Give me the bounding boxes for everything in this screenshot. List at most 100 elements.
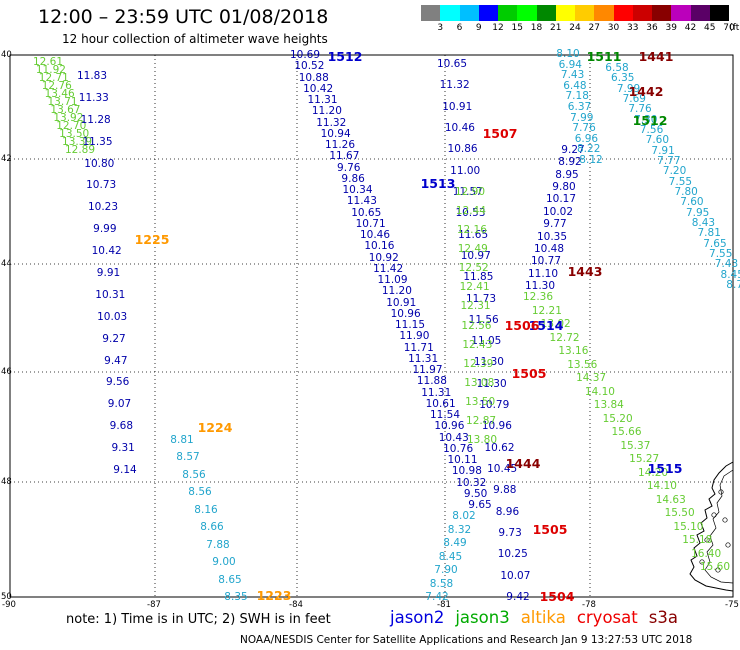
wave-height-value: 11.30 [524, 279, 556, 292]
wave-height-value: 13.08 [464, 376, 495, 389]
wave-height-value: 8.57 [176, 451, 200, 464]
wave-height-value: 11.32 [316, 116, 347, 129]
wave-height-value: 10.88 [298, 71, 329, 84]
wave-height-value: 6.94 [558, 58, 582, 71]
wave-height-value: 13.84 [593, 398, 624, 411]
latitude-label: 48 [1, 477, 12, 487]
wave-height-value: 7.88 [206, 538, 230, 551]
wave-height-value: 10.91 [386, 296, 417, 309]
wave-height-value: 10.65 [351, 206, 382, 219]
legend-swatch [613, 5, 633, 21]
wave-height-value: 10.35 [536, 230, 568, 243]
legend-swatch [459, 5, 479, 21]
latitude-label: 44 [1, 259, 12, 269]
wave-height-value: 7.43 [714, 258, 739, 271]
wave-height-value: 8.22 [576, 143, 601, 156]
wave-height-value: 11.85 [463, 270, 494, 283]
wave-height-value: 11.35 [82, 135, 113, 148]
wave-height-value: 11.09 [377, 273, 408, 286]
wave-height-value: 13.71 [47, 95, 78, 108]
wave-height-value: 7.18 [565, 90, 589, 103]
wave-height-value: 7.69 [622, 92, 646, 105]
wave-height-value: 11.90 [399, 330, 430, 342]
wave-height-value: 12.70 [56, 119, 87, 132]
wave-height-value: 9.27 [561, 143, 585, 156]
wave-height-value: 8.56 [188, 486, 212, 499]
longitude-label: -84 [289, 600, 303, 610]
wave-height-value: 10.45 [487, 462, 518, 475]
wave-height-value: 11.83 [76, 69, 108, 82]
wave-height-value: 16.40 [691, 547, 722, 560]
longitude-label: -90 [2, 600, 16, 610]
wave-height-value: 9.86 [341, 172, 365, 185]
wave-height-value: 8.56 [182, 468, 206, 481]
wave-height-value: 10.32 [456, 476, 487, 489]
wave-height-value: 12.71 [38, 71, 69, 84]
legend-tick-label: 27 [588, 23, 600, 33]
wave-height-value: 6.58 [605, 61, 629, 74]
wave-height-value: 8.74 [726, 278, 740, 291]
wave-height-value: 7.43 [560, 68, 585, 81]
wave-height-value: 12.16 [456, 223, 487, 236]
wave-height-value: 10.17 [545, 193, 577, 206]
wave-height-value: 11.30 [473, 356, 504, 369]
legend-tick-label: 30 [607, 23, 620, 33]
legend-swatch [555, 5, 575, 21]
wave-height-value: 10.02 [542, 205, 574, 218]
legend-swatch [421, 5, 441, 21]
wave-height-value: 11.32 [439, 79, 470, 92]
wave-height-value: 10.91 [442, 100, 473, 113]
wave-height-value: 10.97 [460, 249, 491, 262]
legend-tick-label: 36 [646, 23, 658, 33]
wave-height-value: 8.32 [447, 523, 472, 536]
wave-height-value: 14.10 [646, 479, 677, 492]
wave-height-value: 8.45 [720, 268, 740, 281]
wave-height-value: 13.67 [50, 103, 81, 116]
pass-number-label: 1223 [256, 587, 292, 603]
wave-height-value: 7.76 [628, 103, 652, 116]
legend-tick-label: 45 [704, 23, 716, 33]
wave-height-value: 7.20 [662, 165, 687, 178]
wave-height-value: 11.67 [329, 150, 360, 162]
wave-height-value: 10.62 [484, 441, 515, 454]
legend-unit: (ft) [729, 23, 740, 33]
legend-tick-label: 21 [550, 23, 562, 33]
pass-number-label: 1442 [628, 83, 664, 99]
wave-height-value: 11.65 [458, 228, 489, 241]
satellite-name-s3a: s3a [648, 608, 678, 627]
wave-height-value: 9.65 [468, 498, 492, 511]
map-frame [9, 54, 734, 598]
wave-height-value: 15.66 [611, 425, 642, 438]
wave-height-value: 10.96 [434, 420, 465, 432]
pass-number-label: 1514 [528, 317, 564, 333]
wave-height-value: 9.07 [107, 398, 132, 411]
wave-height-value: 11.73 [466, 292, 497, 305]
wave-height-value: 10.11 [447, 453, 478, 466]
wave-height-value: 8.45 [438, 550, 463, 563]
coastline [704, 469, 734, 584]
wave-height-value: 12.89 [64, 143, 96, 156]
wave-height-value: 8.02 [452, 509, 476, 522]
coastline-island [711, 512, 717, 518]
latitude-label: 40 [1, 50, 12, 60]
coastline-island [699, 559, 705, 565]
pass-number-label: 1507 [482, 125, 518, 141]
wave-height-value: 10.92 [368, 251, 399, 264]
legend-swatch [709, 5, 729, 21]
pass-number-label: 1506 [504, 317, 540, 333]
longitude-label: -75 [725, 600, 739, 610]
wave-height-value: 11.56 [468, 313, 499, 326]
longitude-label: -78 [582, 600, 596, 610]
legend-swatch [478, 5, 498, 21]
latitude-label: 46 [1, 367, 12, 377]
wave-height-value: 8.66 [200, 520, 224, 533]
wave-height-value: 10.94 [320, 127, 351, 140]
wave-height-value: 12.41 [459, 281, 490, 294]
wave-height-value: 7.81 [697, 227, 721, 240]
wave-height-value: 10.25 [497, 548, 528, 561]
wave-height-value: 11.88 [416, 375, 447, 387]
wave-height-value: 10.73 [86, 179, 117, 192]
legend-tick-label: 12 [492, 23, 504, 33]
